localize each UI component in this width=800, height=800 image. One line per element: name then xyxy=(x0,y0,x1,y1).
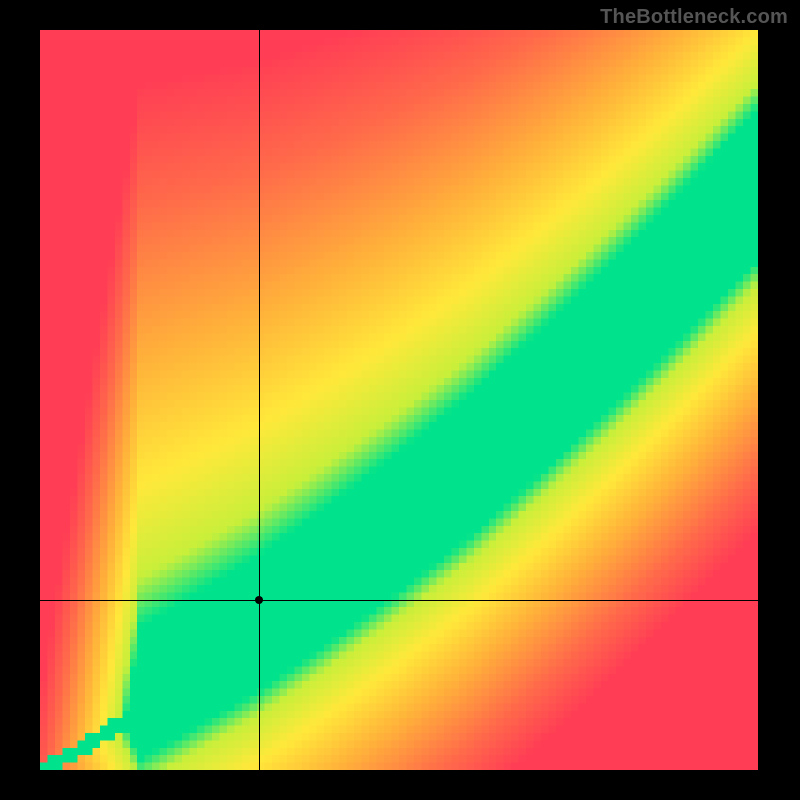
crosshair-horizontal xyxy=(40,600,758,601)
marker-point xyxy=(255,596,263,604)
chart-container: TheBottleneck.com xyxy=(0,0,800,800)
crosshair-vertical xyxy=(259,30,260,770)
bottleneck-heatmap xyxy=(40,30,758,770)
watermark-text: TheBottleneck.com xyxy=(600,6,788,29)
plot-area xyxy=(40,30,758,770)
